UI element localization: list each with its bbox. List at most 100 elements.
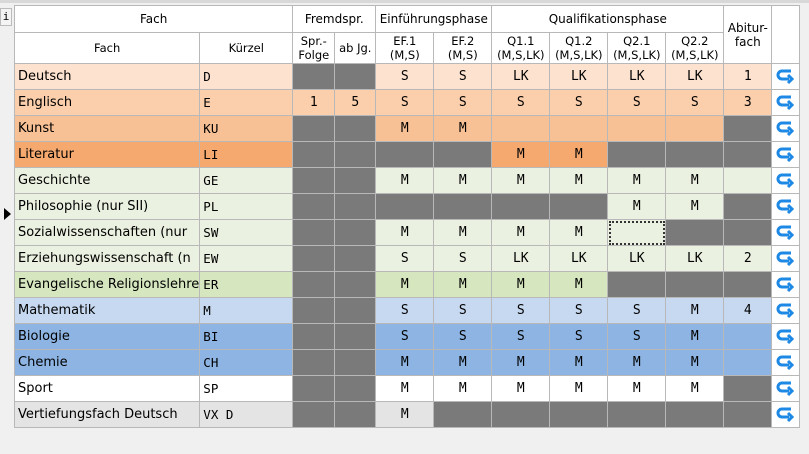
ab-jg-cell[interactable]	[334, 193, 377, 220]
q21-cell[interactable]: M	[607, 167, 667, 194]
abiturfach-cell[interactable]	[723, 401, 773, 428]
reset-row-button[interactable]	[771, 89, 801, 116]
q11-cell[interactable]: M	[491, 141, 551, 168]
q21-cell[interactable]: M	[607, 375, 667, 402]
q22-cell[interactable]: M	[665, 297, 725, 324]
q11-cell[interactable]	[491, 193, 551, 220]
q21-cell[interactable]	[607, 401, 667, 428]
q11-cell[interactable]: M	[491, 219, 551, 246]
reset-row-button[interactable]	[771, 141, 801, 168]
q12-cell[interactable]: LK	[549, 245, 609, 272]
ef1-cell[interactable]: M	[375, 115, 435, 142]
table-row[interactable]: Literatur LI M M	[13, 141, 801, 168]
ef1-cell[interactable]: M	[375, 401, 435, 428]
ef2-cell[interactable]: S	[433, 297, 493, 324]
q12-cell[interactable]: LK	[549, 63, 609, 90]
spr-folge-cell[interactable]	[292, 141, 336, 168]
q21-cell[interactable]	[607, 219, 667, 246]
q11-cell[interactable]: LK	[491, 245, 551, 272]
reset-row-button[interactable]	[771, 63, 801, 90]
ef1-cell[interactable]: M	[375, 375, 435, 402]
ab-jg-cell[interactable]	[334, 349, 377, 376]
ef2-cell[interactable]: S	[433, 245, 493, 272]
spr-folge-cell[interactable]	[292, 297, 336, 324]
q12-cell[interactable]: M	[549, 375, 609, 402]
ef2-cell[interactable]: S	[433, 323, 493, 350]
ef1-cell[interactable]: S	[375, 297, 435, 324]
ab-jg-cell[interactable]	[334, 245, 377, 272]
reset-row-button[interactable]	[771, 167, 801, 194]
ef2-cell[interactable]: M	[433, 349, 493, 376]
ef2-cell[interactable]: M	[433, 375, 493, 402]
ef1-cell[interactable]: M	[375, 167, 435, 194]
spr-folge-cell[interactable]	[292, 63, 336, 90]
reset-row-button[interactable]	[771, 115, 801, 142]
reset-row-button[interactable]	[771, 349, 801, 376]
reset-row-button[interactable]	[771, 375, 801, 402]
reset-row-button[interactable]	[771, 245, 801, 272]
reset-row-button[interactable]	[771, 219, 801, 246]
q21-cell[interactable]: LK	[607, 63, 667, 90]
q21-cell[interactable]	[607, 271, 667, 298]
q22-cell[interactable]	[665, 219, 725, 246]
q22-cell[interactable]	[665, 401, 725, 428]
spr-folge-cell[interactable]	[292, 271, 336, 298]
info-corner-button[interactable]: i	[0, 8, 12, 26]
ef1-cell[interactable]: S	[375, 63, 435, 90]
table-row[interactable]: Philosophie (nur SII) PL M M	[13, 193, 801, 220]
ef2-cell[interactable]: M	[433, 219, 493, 246]
ab-jg-cell[interactable]	[334, 323, 377, 350]
q21-cell[interactable]	[607, 141, 667, 168]
ef1-cell[interactable]: S	[375, 323, 435, 350]
q11-cell[interactable]	[491, 115, 551, 142]
ab-jg-cell[interactable]	[334, 375, 377, 402]
q12-cell[interactable]	[549, 115, 609, 142]
abiturfach-cell[interactable]	[723, 167, 773, 194]
ef1-cell[interactable]: S	[375, 89, 435, 116]
q12-cell[interactable]: S	[549, 323, 609, 350]
q21-cell[interactable]: M	[607, 193, 667, 220]
q22-cell[interactable]: M	[665, 349, 725, 376]
abiturfach-cell[interactable]: 1	[723, 63, 773, 90]
table-row[interactable]: Englisch E 1 5 S S S S S S 3	[13, 89, 801, 116]
q21-cell[interactable]: S	[607, 297, 667, 324]
q12-cell[interactable]: M	[549, 141, 609, 168]
spr-folge-cell[interactable]	[292, 245, 336, 272]
q22-cell[interactable]	[665, 141, 725, 168]
q12-cell[interactable]	[549, 193, 609, 220]
table-row[interactable]: Biologie BI S S S S S M	[13, 323, 801, 350]
ef2-cell[interactable]: M	[433, 115, 493, 142]
q21-cell[interactable]: S	[607, 323, 667, 350]
abiturfach-cell[interactable]	[723, 219, 773, 246]
ef1-cell[interactable]: M	[375, 349, 435, 376]
reset-row-button[interactable]	[771, 323, 801, 350]
ef2-cell[interactable]: S	[433, 63, 493, 90]
q22-cell[interactable]: LK	[665, 63, 725, 90]
abiturfach-cell[interactable]	[723, 323, 773, 350]
ab-jg-cell[interactable]: 5	[334, 89, 377, 116]
ab-jg-cell[interactable]	[334, 219, 377, 246]
q22-cell[interactable]: M	[665, 167, 725, 194]
reset-row-button[interactable]	[771, 297, 801, 324]
ab-jg-cell[interactable]	[334, 141, 377, 168]
q12-cell[interactable]: M	[549, 349, 609, 376]
ef1-cell[interactable]: M	[375, 219, 435, 246]
q22-cell[interactable]	[665, 115, 725, 142]
ab-jg-cell[interactable]	[334, 297, 377, 324]
spr-folge-cell[interactable]	[292, 219, 336, 246]
ef2-cell[interactable]: M	[433, 167, 493, 194]
reset-row-button[interactable]	[771, 193, 801, 220]
abiturfach-cell[interactable]	[723, 115, 773, 142]
ab-jg-cell[interactable]	[334, 115, 377, 142]
q22-cell[interactable]	[665, 271, 725, 298]
ef2-cell[interactable]	[433, 401, 493, 428]
q12-cell[interactable]: M	[549, 167, 609, 194]
reset-row-button[interactable]	[771, 271, 801, 298]
q11-cell[interactable]: S	[491, 89, 551, 116]
q21-cell[interactable]	[607, 115, 667, 142]
q22-cell[interactable]: M	[665, 375, 725, 402]
table-row[interactable]: Evangelische Religionslehre ER M M M M	[13, 271, 801, 298]
q11-cell[interactable]: LK	[491, 63, 551, 90]
q12-cell[interactable]: S	[549, 297, 609, 324]
q12-cell[interactable]: S	[549, 89, 609, 116]
